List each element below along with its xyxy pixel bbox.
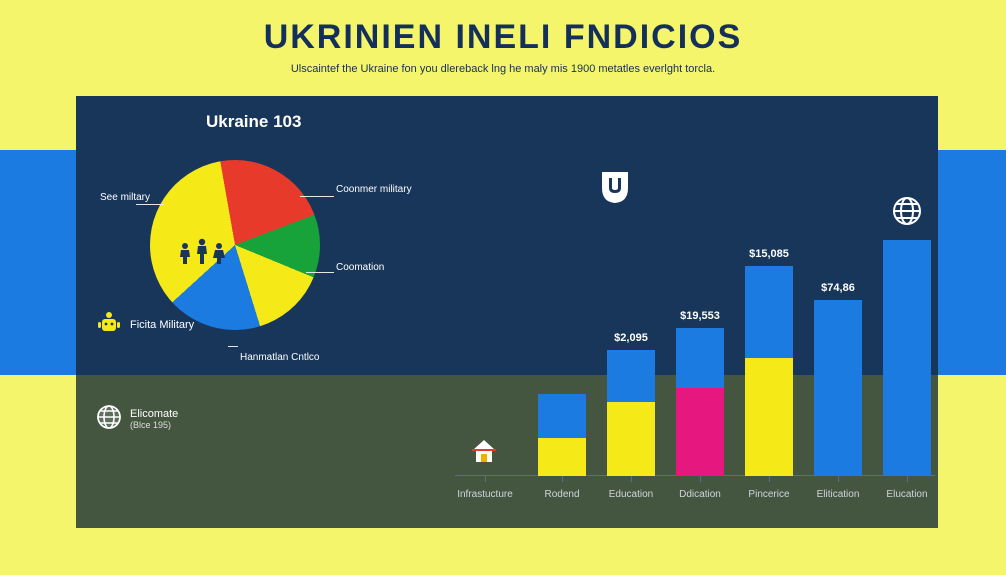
axis-tick [838, 476, 839, 482]
pie-slice-label: Hanmatlan Cntlco [240, 352, 319, 363]
bar-category-label: Rodend [522, 489, 602, 500]
shield-u-icon [600, 170, 630, 209]
main-title: UKRINIEN INELI FNDICIOS [0, 18, 1006, 57]
bar-segment [538, 394, 586, 438]
pie-slice-label: Coonmer military [336, 184, 412, 195]
axis-tick [700, 476, 701, 482]
bar-category-label: Elucation [867, 489, 947, 500]
bar-value-label: $15,085 [729, 248, 809, 260]
pie-leader-line [136, 204, 164, 205]
bar-category-label: Ddication [660, 489, 740, 500]
bar-segment [814, 300, 862, 476]
axis-tick [769, 476, 770, 482]
legend-sub: (Blce 195) [130, 420, 178, 430]
subtitle: Ulscaintef the Ukraine fon you dlereback… [0, 63, 1006, 75]
bar-chart: InfrastuctureRodendEducation$2,095Ddicat… [455, 140, 940, 510]
bar-category-label: Pincerice [729, 489, 809, 500]
pie-slice-label: Coomation [336, 262, 384, 273]
people-icon-group [178, 238, 226, 264]
axis-tick [631, 476, 632, 482]
bar-category-label: Infrastucture [445, 489, 525, 500]
globe-grid-icon [96, 404, 122, 433]
bar-segment [607, 350, 655, 402]
bar-category-label: Education [591, 489, 671, 500]
bar-segment [538, 438, 586, 476]
house-icon [469, 437, 499, 470]
bar-segment [676, 388, 724, 476]
legend-label: Ficita Military [130, 319, 194, 331]
bar-value-label: $2,095 [591, 332, 671, 344]
bar-segment [883, 240, 931, 476]
bar-column [883, 240, 931, 476]
legend-label: Elicomate [130, 408, 178, 420]
bar-column [676, 328, 724, 476]
axis-tick [907, 476, 908, 482]
pie-slice-label: See miltary [100, 192, 150, 203]
bar-segment [745, 358, 793, 476]
bar-segment [607, 402, 655, 476]
pie-title: Ukraine 103 [206, 112, 301, 132]
legend-item: Ficita Military [96, 310, 194, 339]
bar-value-label: $19,553 [660, 310, 740, 322]
axis-tick [562, 476, 563, 482]
header: UKRINIEN INELI FNDICIOS Ulscaintef the U… [0, 18, 1006, 75]
bar-column [607, 350, 655, 476]
axis-tick [485, 476, 486, 482]
pie-chart [150, 160, 320, 330]
bar-column [745, 266, 793, 476]
bar-column [538, 394, 586, 476]
bar-column [814, 300, 862, 476]
pie-leader-line [306, 272, 334, 273]
robot-icon [96, 310, 122, 339]
globe-icon [891, 195, 923, 232]
legend-item: Elicomate (Blce 195) [96, 404, 178, 433]
pie-leader-line [228, 346, 238, 347]
bar-segment [676, 328, 724, 388]
pie-leader-line [300, 196, 334, 197]
bar-segment [745, 266, 793, 358]
bar-category-label: Elitication [798, 489, 878, 500]
bar-value-label: $74,86 [798, 282, 878, 294]
